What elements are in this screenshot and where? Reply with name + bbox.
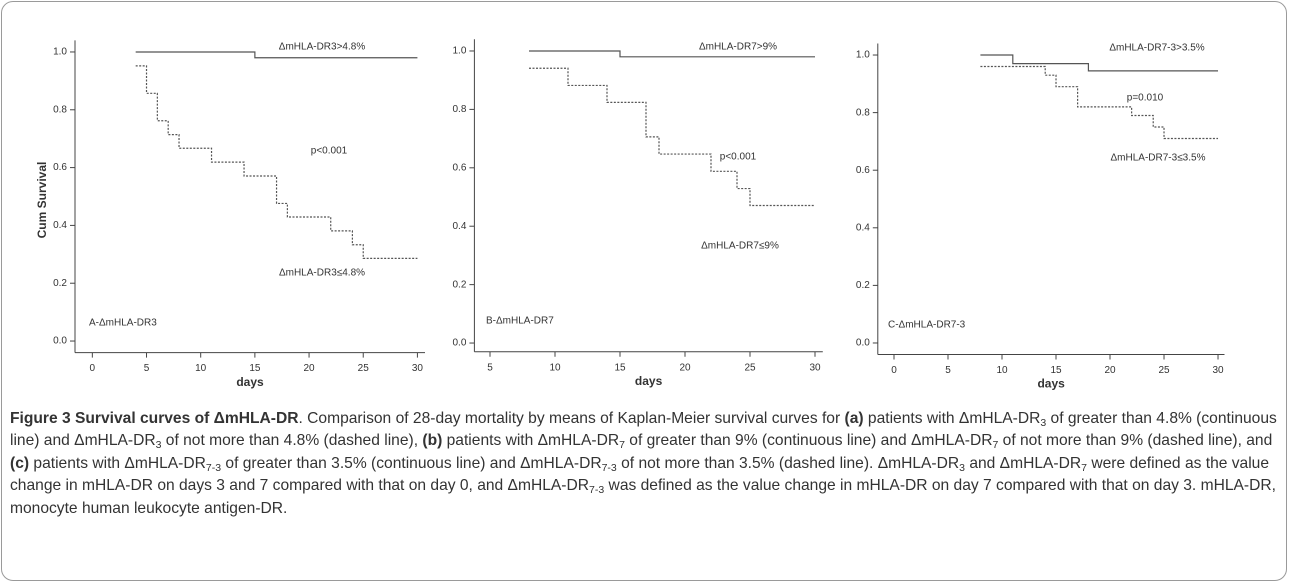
x-axis-label: days — [1037, 377, 1065, 391]
x-axis-label: days — [236, 375, 264, 389]
caption-bold: Figure 3 Survival curves of ΔmHLA-DR — [10, 410, 299, 427]
survival-curve — [135, 65, 418, 259]
caption-text: . Comparison of 28-day mortality by mean… — [298, 410, 845, 427]
caption-text: of not more than 3.5% (dashed line). ΔmH… — [616, 454, 960, 472]
survival-curve — [529, 50, 815, 58]
survival-curve — [529, 67, 815, 207]
subscript: 7 — [619, 439, 625, 452]
caption-text: patients with ΔmHLA-DR — [442, 432, 620, 450]
annotation: p=0.010 — [1127, 93, 1164, 104]
subscript: 7-3 — [601, 461, 617, 474]
series-label: ΔmHLA-DR7-3>3.5% — [1109, 43, 1204, 54]
caption-text: was defined as the value change in mHLA-… — [10, 477, 1276, 517]
charts: 0.0 0.2 0.4 0.6 0.8 1.0 0 5 10 15 20 25 30 days Cum Su… — [35, 39, 1225, 391]
y-tick-label: 0.4 — [53, 220, 67, 231]
y-tick-label: 1.0 — [856, 50, 870, 61]
y-tick-label: 0.2 — [53, 278, 67, 289]
x-tick-label: 25 — [358, 363, 370, 374]
caption-text: of not more than 9% (dashed line), and — [998, 432, 1273, 450]
annotation: p<0.001 — [720, 152, 757, 163]
x-tick-label: 30 — [809, 362, 821, 373]
caption-text: were defined as the value change in mHLA… — [10, 454, 1270, 495]
y-tick-label: 0.8 — [452, 104, 466, 115]
subscript: 7 — [992, 439, 999, 452]
x-tick-label: 20 — [303, 363, 315, 374]
x-tick-label: 0 — [90, 363, 96, 374]
x-tick-label: 10 — [549, 362, 561, 373]
y-tick-label: 1.0 — [53, 47, 67, 58]
caption: Figure 3 Survival curves of ΔmHLA-DR. Co… — [10, 408, 1285, 520]
y-tick-label: 0.6 — [856, 165, 870, 176]
y-tick-label: 0.8 — [53, 104, 67, 115]
y-tick-label: 1.0 — [452, 46, 466, 57]
series-label: ΔmHLA-DR7>9% — [699, 42, 777, 53]
x-tick-label: 30 — [1212, 365, 1224, 376]
caption-text: patients with ΔmHLA-DR — [29, 454, 206, 472]
y-axis-label: Cum Survival — [35, 162, 49, 239]
caption-text: of greater than 4.8% (continuous line) a… — [10, 410, 1277, 450]
x-tick-label: 10 — [195, 363, 207, 374]
subscript: 7-3 — [589, 484, 605, 497]
caption-text: of not more than 4.8% (dashed line), — [161, 432, 423, 450]
y-tick-label: 0.4 — [856, 222, 870, 233]
x-tick-label: 30 — [412, 363, 424, 374]
subscript: 7 — [1081, 461, 1087, 474]
series-label: ΔmHLA-DR3>4.8% — [279, 42, 366, 53]
subscript: 3 — [155, 439, 162, 452]
y-tick-label: 0.6 — [452, 162, 466, 173]
annotation: C-ΔmHLA-DR7-3 — [888, 320, 966, 331]
x-tick-label: 25 — [1158, 365, 1170, 376]
y-tick-label: 0.2 — [452, 279, 466, 290]
caption-text: of greater than 3.5% (continuous line) a… — [221, 454, 602, 472]
subscript: 3 — [959, 461, 965, 474]
x-tick-label: 10 — [996, 365, 1008, 376]
x-tick-label: 15 — [614, 362, 626, 373]
caption-text: patients with ΔmHLA-DR — [863, 410, 1041, 427]
subscript: 7-3 — [205, 461, 222, 474]
series-label: ΔmHLA-DR7-3≤3.5% — [1111, 153, 1206, 164]
y-tick-label: 0.0 — [856, 338, 870, 349]
x-tick-label: 15 — [1050, 365, 1062, 376]
survival-curve — [980, 54, 1219, 72]
annotation: p<0.001 — [311, 146, 348, 157]
caption-bold: (a) — [844, 410, 864, 427]
series-label: ΔmHLA-DR3≤4.8% — [279, 268, 365, 279]
caption-bold: (c) — [10, 454, 30, 472]
y-tick-label: 0.0 — [53, 336, 67, 347]
series-label: ΔmHLA-DR7≤9% — [701, 241, 779, 252]
x-tick-label: 25 — [744, 362, 756, 373]
y-tick-label: 0.0 — [452, 338, 466, 349]
y-tick-label: 0.4 — [452, 221, 466, 232]
annotation: B-ΔmHLA-DR7 — [486, 316, 554, 327]
y-tick-label: 0.2 — [856, 280, 870, 291]
x-tick-label: 15 — [249, 363, 261, 374]
annotation: A-ΔmHLA-DR3 — [89, 318, 157, 329]
x-tick-label: 5 — [487, 362, 493, 373]
caption-text: of greater than 9% (continuous line) and… — [624, 432, 993, 450]
x-tick-label: 0 — [891, 365, 897, 376]
survival-curve — [135, 51, 418, 59]
x-tick-label: 20 — [679, 362, 691, 373]
caption-text: and ΔmHLA-DR — [965, 454, 1082, 472]
y-tick-label: 0.6 — [53, 162, 67, 173]
subscript: 3 — [1040, 417, 1047, 429]
survival-curve — [980, 65, 1219, 140]
caption-bold: (b) — [422, 432, 443, 450]
y-tick-label: 0.8 — [856, 107, 870, 118]
x-axis-label: days — [635, 374, 663, 388]
x-tick-label: 20 — [1104, 365, 1116, 376]
x-tick-label: 5 — [945, 365, 951, 376]
x-tick-label: 5 — [144, 363, 150, 374]
